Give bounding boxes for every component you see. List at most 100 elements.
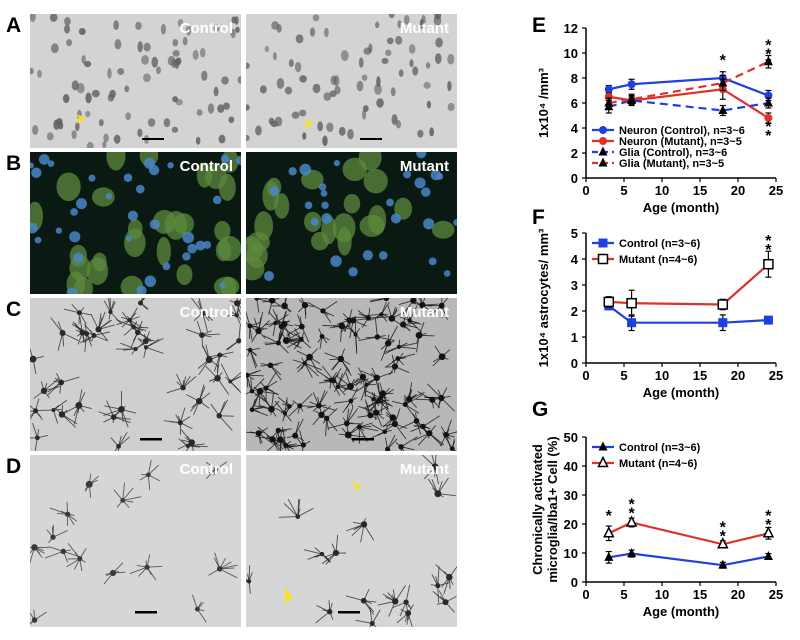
glial-process: [259, 331, 266, 339]
nucleus: [70, 208, 78, 216]
glial-process: [68, 543, 80, 558]
y-tick-label: 30: [564, 488, 578, 503]
nucleus: [201, 71, 207, 81]
glial-process: [85, 334, 87, 352]
glial-process: [441, 388, 447, 398]
nucleus: [326, 123, 333, 132]
nucleus: [362, 110, 366, 120]
nucleus: [323, 92, 331, 101]
x-tick-label: 25: [769, 587, 783, 602]
nucleus: [382, 58, 389, 64]
nucleus: [295, 62, 301, 72]
panel-a-mutant-label: Mutant: [400, 20, 449, 37]
nucleus: [391, 213, 401, 223]
nucleus: [348, 267, 357, 276]
x-tick-label: 0: [582, 587, 589, 602]
glial-process: [343, 401, 351, 413]
y-axis-label: 1x10⁴ /mm³: [536, 67, 551, 138]
arrowhead-icon: [284, 587, 294, 605]
nucleus: [299, 164, 311, 176]
nucleus: [182, 252, 190, 260]
nucleus: [63, 94, 70, 103]
nucleus: [435, 38, 443, 48]
nucleus: [56, 118, 62, 125]
data-point: [627, 299, 636, 308]
nucleus: [429, 257, 437, 265]
nucleus: [368, 43, 372, 53]
nucleus: [386, 199, 394, 207]
nucleus: [148, 118, 155, 127]
glial-process: [211, 404, 219, 416]
neuron-cell: [56, 172, 80, 201]
glial-process: [449, 566, 457, 577]
nucleus: [264, 271, 274, 281]
panel-b-control-label: Control: [180, 158, 233, 175]
nucleus: [150, 219, 160, 229]
nucleus: [260, 85, 267, 93]
legend-marker: [599, 255, 608, 264]
nucleus: [71, 130, 76, 139]
nucleus: [305, 202, 313, 210]
nucleus: [197, 109, 203, 116]
glial-process: [273, 323, 275, 336]
data-point: [628, 80, 636, 88]
glial-process: [45, 551, 63, 558]
nucleus: [193, 50, 199, 60]
legend-marker: [599, 239, 608, 248]
nucleus: [114, 135, 121, 144]
nucleus: [299, 110, 306, 117]
nucleus: [88, 175, 95, 182]
glial-process: [377, 337, 394, 341]
neuron-cell: [214, 277, 239, 294]
nucleus: [39, 154, 50, 165]
glial-process: [297, 351, 310, 357]
data-point: [718, 300, 727, 309]
x-tick-label: 0: [582, 368, 589, 383]
glial-process: [398, 354, 415, 359]
nucleus: [35, 237, 42, 244]
x-tick-label: 15: [693, 368, 707, 383]
x-tick-label: 15: [693, 183, 707, 198]
glial-process: [188, 446, 208, 447]
legend-label: Control (n=3~6): [619, 238, 701, 250]
nucleus: [334, 160, 340, 166]
glial-process: [148, 475, 160, 481]
glial-process: [199, 401, 209, 408]
nucleus: [310, 27, 315, 36]
nucleus: [85, 111, 90, 117]
glial-process: [239, 324, 241, 341]
glial-process: [197, 321, 202, 335]
nucleus: [156, 66, 161, 74]
y-tick-label: 1: [571, 330, 578, 345]
nucleus: [423, 218, 434, 229]
glial-process: [47, 530, 53, 537]
glial-process: [36, 411, 43, 420]
glial-process: [186, 395, 199, 401]
scale-bar: [360, 138, 382, 140]
glial-process: [146, 347, 163, 353]
glial-process: [300, 406, 314, 407]
glial-process: [395, 367, 409, 373]
nucleus: [363, 250, 373, 260]
nucleus: [113, 20, 119, 30]
nucleus: [137, 129, 142, 137]
legend-label: Mutant (n=4~6): [619, 458, 698, 470]
nucleus: [200, 48, 205, 58]
panel-b-mutant-label: Mutant: [400, 158, 449, 175]
glial-process: [123, 482, 125, 500]
neuron-cell: [432, 221, 455, 239]
glial-process: [398, 359, 404, 365]
x-tick-label: 10: [655, 587, 669, 602]
nucleus: [341, 50, 349, 61]
x-tick-label: 20: [731, 587, 745, 602]
neuron-cell: [254, 211, 273, 240]
micrograph-b-mutant: Mutant: [246, 152, 457, 294]
neuron-cell: [262, 181, 279, 211]
nucleus: [115, 39, 122, 49]
nucleus: [362, 75, 368, 81]
nucleus: [32, 125, 38, 135]
neuron-cell: [343, 158, 367, 181]
